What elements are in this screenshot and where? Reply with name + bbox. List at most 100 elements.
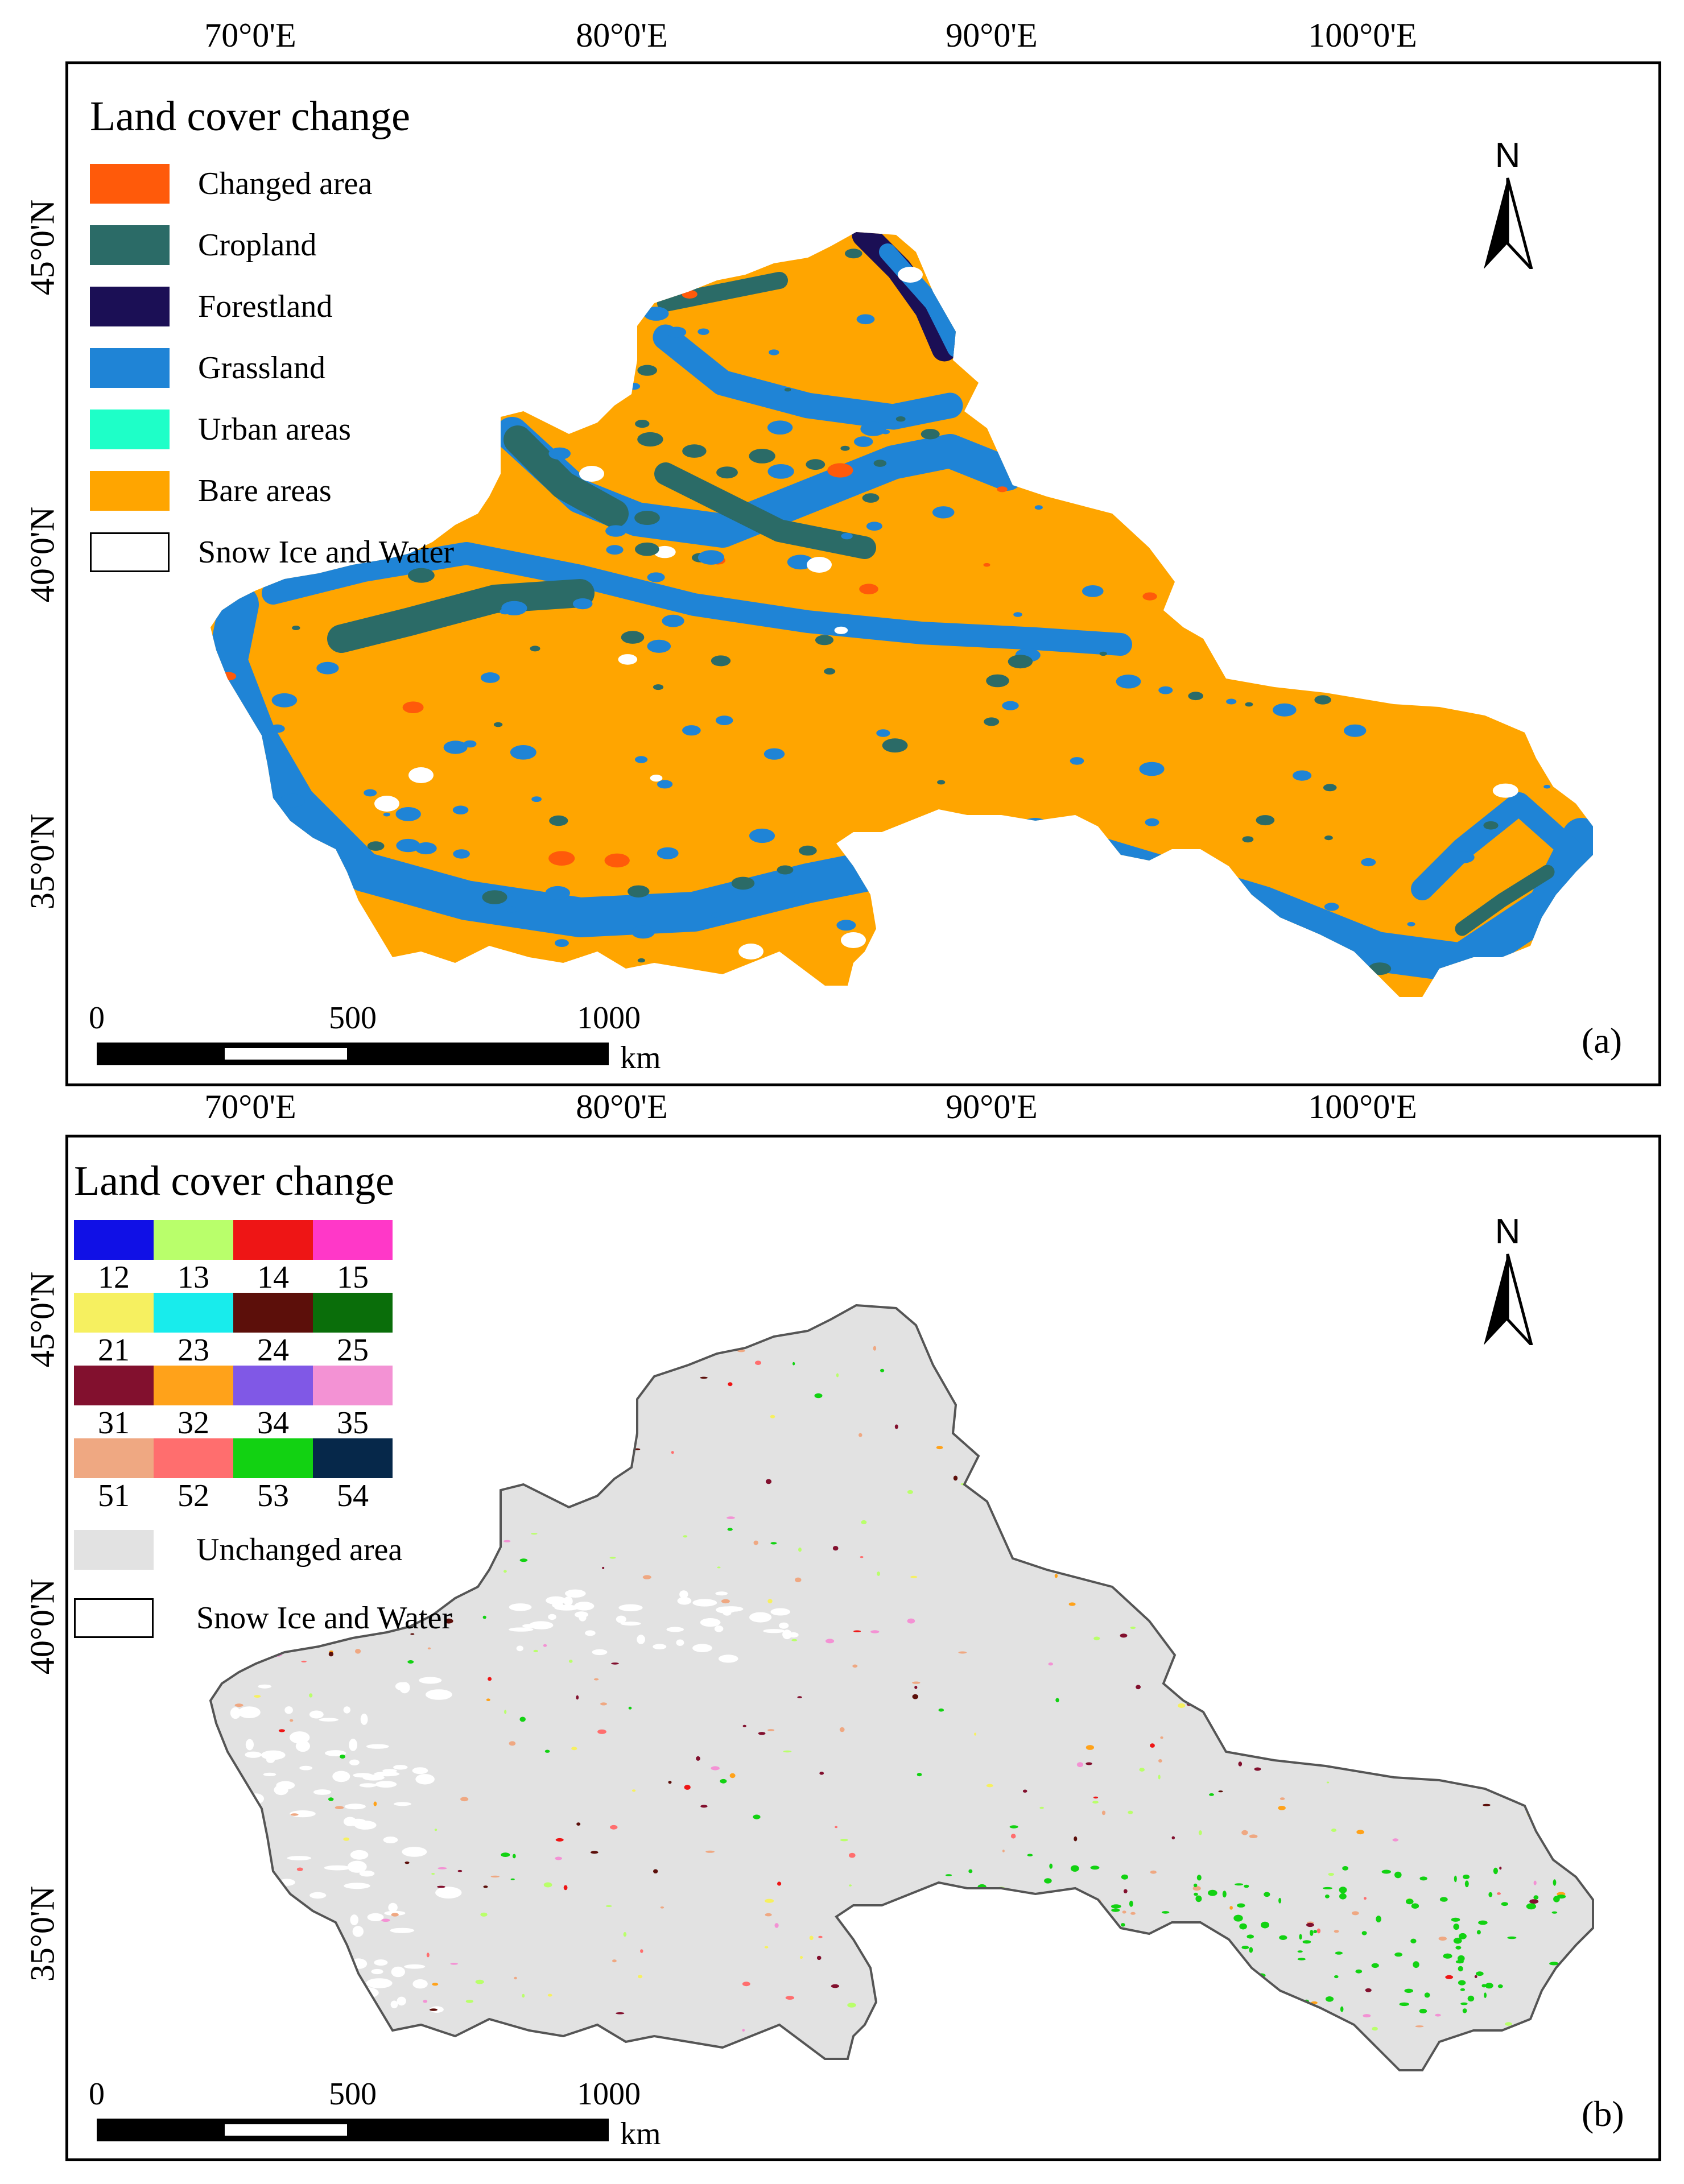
change-patch: [1111, 1908, 1120, 1912]
land-cover-patch: [1046, 278, 1059, 285]
change-patch: [911, 1968, 921, 1974]
change-patch: [1146, 1953, 1153, 1958]
change-patch: [1150, 1870, 1157, 1874]
snow-ice-water-patch: [714, 1625, 724, 1632]
change-patch: [968, 1869, 973, 1873]
change-patch: [1499, 1867, 1502, 1870]
change-patch: [1078, 1442, 1087, 1446]
change-patch: [1044, 1878, 1052, 1884]
land-cover-patch: [1559, 309, 1583, 322]
legend-code-label: 23: [178, 1333, 209, 1368]
change-patch: [1212, 1603, 1216, 1608]
scale-tick-500: 500: [329, 1000, 377, 1036]
land-cover-patch: [548, 851, 575, 866]
change-patch: [1413, 1377, 1417, 1381]
land-cover-patch: [1492, 783, 1518, 798]
land-cover-patch: [1521, 492, 1534, 499]
change-patch: [1453, 1937, 1462, 1944]
land-cover-patch: [1188, 692, 1203, 701]
land-cover-patch: [548, 447, 571, 460]
land-cover-patch: [221, 672, 237, 681]
land-cover-patch: [662, 614, 684, 627]
change-patch: [381, 1918, 390, 1922]
change-patch: [793, 1362, 795, 1366]
land-cover-patch: [1073, 453, 1097, 466]
change-patch: [600, 1447, 604, 1450]
lon-label-90e-top: 90°0'E: [946, 16, 1038, 54]
change-patch: [638, 1975, 643, 1979]
change-patch: [700, 1376, 708, 1379]
change-patch: [1313, 1930, 1317, 1934]
change-patch: [1454, 1875, 1457, 1883]
change-patch: [961, 1941, 964, 1945]
land-cover-patch: [531, 796, 542, 802]
change-patch: [1484, 1380, 1488, 1383]
snow-ice-water-patch: [616, 1615, 626, 1623]
change-patch: [1036, 1436, 1040, 1439]
land-cover-patch: [986, 674, 1009, 688]
change-patch: [971, 1970, 981, 1974]
change-patch: [1187, 1569, 1192, 1573]
legend-code-label: 54: [337, 1478, 369, 1513]
change-patch: [514, 1976, 517, 1980]
change-patch: [797, 1696, 802, 1698]
snow-ice-water-patch: [700, 1618, 721, 1627]
land-cover-patch: [1002, 701, 1019, 710]
legend-label-bare-areas: Bare areas: [198, 473, 332, 508]
change-patch: [1325, 1996, 1334, 2002]
legend-code-label: 32: [178, 1405, 209, 1441]
change-patch: [1085, 1762, 1092, 1765]
change-patch: [1349, 1695, 1353, 1699]
change-patch: [407, 1660, 414, 1664]
land-cover-patch: [1008, 655, 1033, 669]
change-patch: [1411, 1903, 1419, 1909]
snow-ice-water-patch: [679, 1590, 688, 1599]
change-patch: [268, 1593, 277, 1598]
land-cover-patch: [443, 741, 468, 754]
change-patch: [563, 1885, 568, 1891]
land-cover-patch: [682, 725, 701, 736]
land-cover-patch: [395, 807, 421, 821]
change-patch: [568, 1660, 573, 1663]
land-cover-patch: [1302, 475, 1310, 480]
legend-code-label: 21: [98, 1333, 130, 1368]
region-outline-b: [209, 1304, 1594, 2071]
land-cover-patch: [1453, 851, 1475, 863]
change-patch: [605, 1905, 612, 1907]
land-cover-patch: [1054, 338, 1073, 349]
change-patch: [1186, 1975, 1192, 1983]
north-arrow-b: N: [1474, 1214, 1542, 1345]
legend-code-label: 12: [98, 1260, 130, 1295]
change-patch: [931, 1904, 941, 1907]
land-cover-patch: [930, 257, 948, 266]
land-cover-patch: [1114, 246, 1121, 251]
land-cover-patch: [716, 466, 738, 479]
land-cover-patch: [1334, 382, 1347, 390]
snow-ice-water-patch: [653, 1644, 667, 1649]
land-cover-patch: [1245, 556, 1271, 570]
snow-ice-water-patch: [245, 1751, 262, 1758]
change-patch: [1366, 1668, 1375, 1671]
change-patch: [1454, 1398, 1462, 1402]
change-patch: [729, 1773, 736, 1778]
change-patch: [1013, 1349, 1021, 1351]
legend-code-31: 31: [74, 1366, 154, 1441]
change-patch: [1504, 1610, 1511, 1614]
land-cover-patch: [806, 459, 826, 470]
change-patch: [1027, 1854, 1033, 1857]
snow-ice-water-patch: [579, 466, 604, 482]
change-patch: [1068, 1892, 1076, 1897]
land-cover-patch: [1368, 495, 1389, 507]
change-patch: [894, 1424, 898, 1429]
snow-ice-water-patch: [692, 1599, 717, 1607]
land-cover-patch: [1314, 628, 1326, 634]
change-patch: [980, 1897, 988, 1901]
land-cover-patch: [1531, 474, 1550, 485]
change-patch: [555, 1838, 564, 1842]
change-patch: [1071, 1993, 1079, 1998]
scale-unit: km: [620, 1040, 661, 1076]
lat-label-45n-a: 45°0'N: [23, 199, 61, 296]
land-cover-patch: [1344, 724, 1367, 737]
change-patch: [1459, 1745, 1467, 1750]
legend-code-35: 35: [313, 1366, 393, 1441]
